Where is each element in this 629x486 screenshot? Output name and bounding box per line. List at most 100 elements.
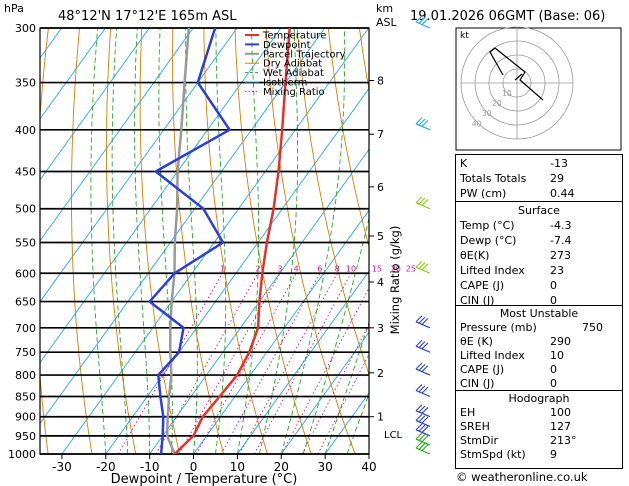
location-title: 48°12'N 17°12'E 165m ASL: [58, 9, 237, 24]
km-tick-label: 3: [377, 322, 384, 335]
wind-barb-staff: [415, 447, 431, 455]
isotherm-line: [40, 28, 106, 120]
legend-label: Wet Adiabat: [263, 68, 324, 79]
surface-li-row: Lifted Index 23: [456, 263, 622, 278]
wind-barb: [415, 404, 431, 418]
mu-pressure-label: Pressure (mb): [460, 321, 537, 334]
credit-text: © weatheronline.co.uk: [456, 470, 588, 484]
wind-barb-staff: [415, 202, 431, 210]
mixing-ratio-value-label: 20: [391, 264, 401, 273]
pressure-tick-label: 300: [15, 22, 36, 35]
dry-adiabat-line: [106, 28, 137, 454]
parcel-trajectory-line: [165, 28, 191, 454]
x-tick-label: 0: [190, 460, 198, 474]
wind-barb-flag: [421, 120, 429, 127]
surface-cin-label: CIN (J): [460, 294, 495, 307]
mixing-ratio-value-label: 1: [220, 264, 225, 273]
hodograph-panel: Hodograph EH 100 SREH 127 StmDir 213° St…: [455, 390, 623, 469]
surface-dewp-label: Dewp (°C): [460, 234, 517, 247]
stmspd-value: 9: [550, 448, 557, 461]
dry-adiabat-line: [327, 28, 369, 249]
wind-barb-flag: [421, 426, 429, 433]
pw-row: PW (cm) 0.44: [456, 186, 622, 201]
wind-barb-flag: [418, 433, 426, 441]
eh-value: 100: [550, 406, 571, 419]
wind-barb: [415, 384, 431, 398]
mixing-ratio-value-label: 10: [346, 264, 356, 273]
wind-barb-staff: [415, 410, 431, 418]
wind-barb-flag: [415, 384, 423, 391]
x-tick-label: -30: [52, 460, 72, 474]
wind-barb-flag: [415, 315, 423, 323]
pressure-tick-label: 500: [15, 203, 36, 216]
totals-totals-label: Totals Totals: [460, 172, 527, 185]
pw-label: PW (cm): [460, 187, 507, 200]
dry-adiabat-line: [172, 28, 225, 454]
most-unstable-title: Most Unstable: [499, 307, 579, 320]
isotherm-line: [40, 28, 282, 364]
x-tick-label: 10: [230, 460, 245, 474]
wind-barb-flag: [421, 263, 429, 271]
wind-barb-staff: [415, 419, 431, 427]
k-index-label: K: [460, 157, 468, 170]
wind-barb-staff: [415, 266, 431, 274]
pressure-tick-label: 600: [15, 267, 36, 280]
x-tick-label: -10: [140, 460, 160, 474]
wind-barb-flag: [415, 404, 423, 412]
surface-cape-row: CAPE (J) 0: [456, 278, 622, 293]
pressure-tick-label: 900: [15, 411, 36, 424]
wind-barb-flag: [415, 260, 423, 268]
pressure-tick-label: 400: [15, 124, 36, 137]
surface-title: Surface: [518, 204, 560, 217]
km-tick-label: 7: [377, 128, 384, 141]
plot-frame: [39, 27, 370, 455]
mixing-ratio-line: [195, 273, 297, 454]
x-axis-title: Dewpoint / Temperature (°C): [111, 472, 298, 486]
pressure-tick-label: 1000: [8, 448, 36, 461]
surface-dewp-row: Dewp (°C) -7.4: [456, 233, 622, 248]
surface-li-value: 23: [550, 264, 564, 277]
pressure-tick-label: 550: [15, 236, 36, 249]
surface-cape-value: 0: [550, 279, 557, 292]
totals-totals-row: Totals Totals 29: [456, 171, 622, 186]
km-tick-label: 4: [377, 276, 384, 289]
mu-theta-row: θE (K) 290: [456, 334, 622, 349]
stmdir-value: 213°: [550, 434, 577, 447]
legend-label: Parcel Trajectory: [263, 49, 346, 60]
pressure-tick-label: 950: [15, 430, 36, 443]
mixing-ratio-axis-title: Mixing Ratio (g/kg): [388, 226, 402, 335]
hodograph-ring-label: 40: [472, 119, 482, 128]
mu-li-label: Lifted Index: [460, 349, 525, 362]
surface-cape-label: CAPE (J): [460, 279, 505, 292]
wind-barb: [415, 315, 431, 329]
date-title: 19.01.2026 06GMT (Base: 06): [410, 9, 605, 24]
stmdir-label: StmDir: [460, 434, 499, 447]
stmspd-label: StmSpd (kt): [460, 448, 526, 461]
wind-barb-flag: [418, 415, 426, 423]
mu-cape-label: CAPE (J): [460, 363, 505, 376]
mixing-ratio-line: [155, 273, 259, 454]
sreh-value: 127: [550, 420, 571, 433]
surface-temp-row: Temp (°C) -4.3: [456, 218, 622, 233]
wind-barb-flag: [415, 423, 423, 431]
x-tick-label: 20: [274, 460, 289, 474]
mu-pressure-value: 750: [582, 321, 603, 334]
hodograph-ring-label: 30: [482, 109, 492, 118]
wind-barb-flag: [418, 341, 426, 348]
x-tick-label: 30: [317, 460, 332, 474]
surface-theta-label: θE(K): [460, 249, 490, 262]
mixing-ratio-value-label: 3: [277, 264, 282, 273]
wind-barb-staff: [415, 321, 431, 329]
pressure-tick-label: 450: [15, 165, 36, 178]
wind-barb-flag: [421, 435, 429, 443]
wind-barb: [415, 117, 431, 131]
wind-barb-staff: [415, 438, 431, 446]
wind-barb-flag: [421, 386, 429, 394]
wind-barb-staff: [415, 429, 431, 437]
legend-label: Temperature: [262, 31, 326, 42]
eh-row: EH 100: [456, 405, 622, 420]
asl-axis-label: ASL: [376, 16, 398, 29]
wind-barb-flag: [415, 117, 423, 125]
wind-barb: [415, 441, 431, 455]
